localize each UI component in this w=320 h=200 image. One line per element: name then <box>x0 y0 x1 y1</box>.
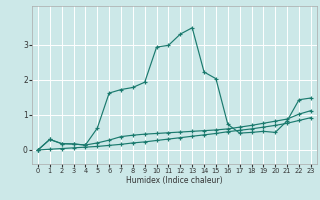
X-axis label: Humidex (Indice chaleur): Humidex (Indice chaleur) <box>126 176 223 185</box>
